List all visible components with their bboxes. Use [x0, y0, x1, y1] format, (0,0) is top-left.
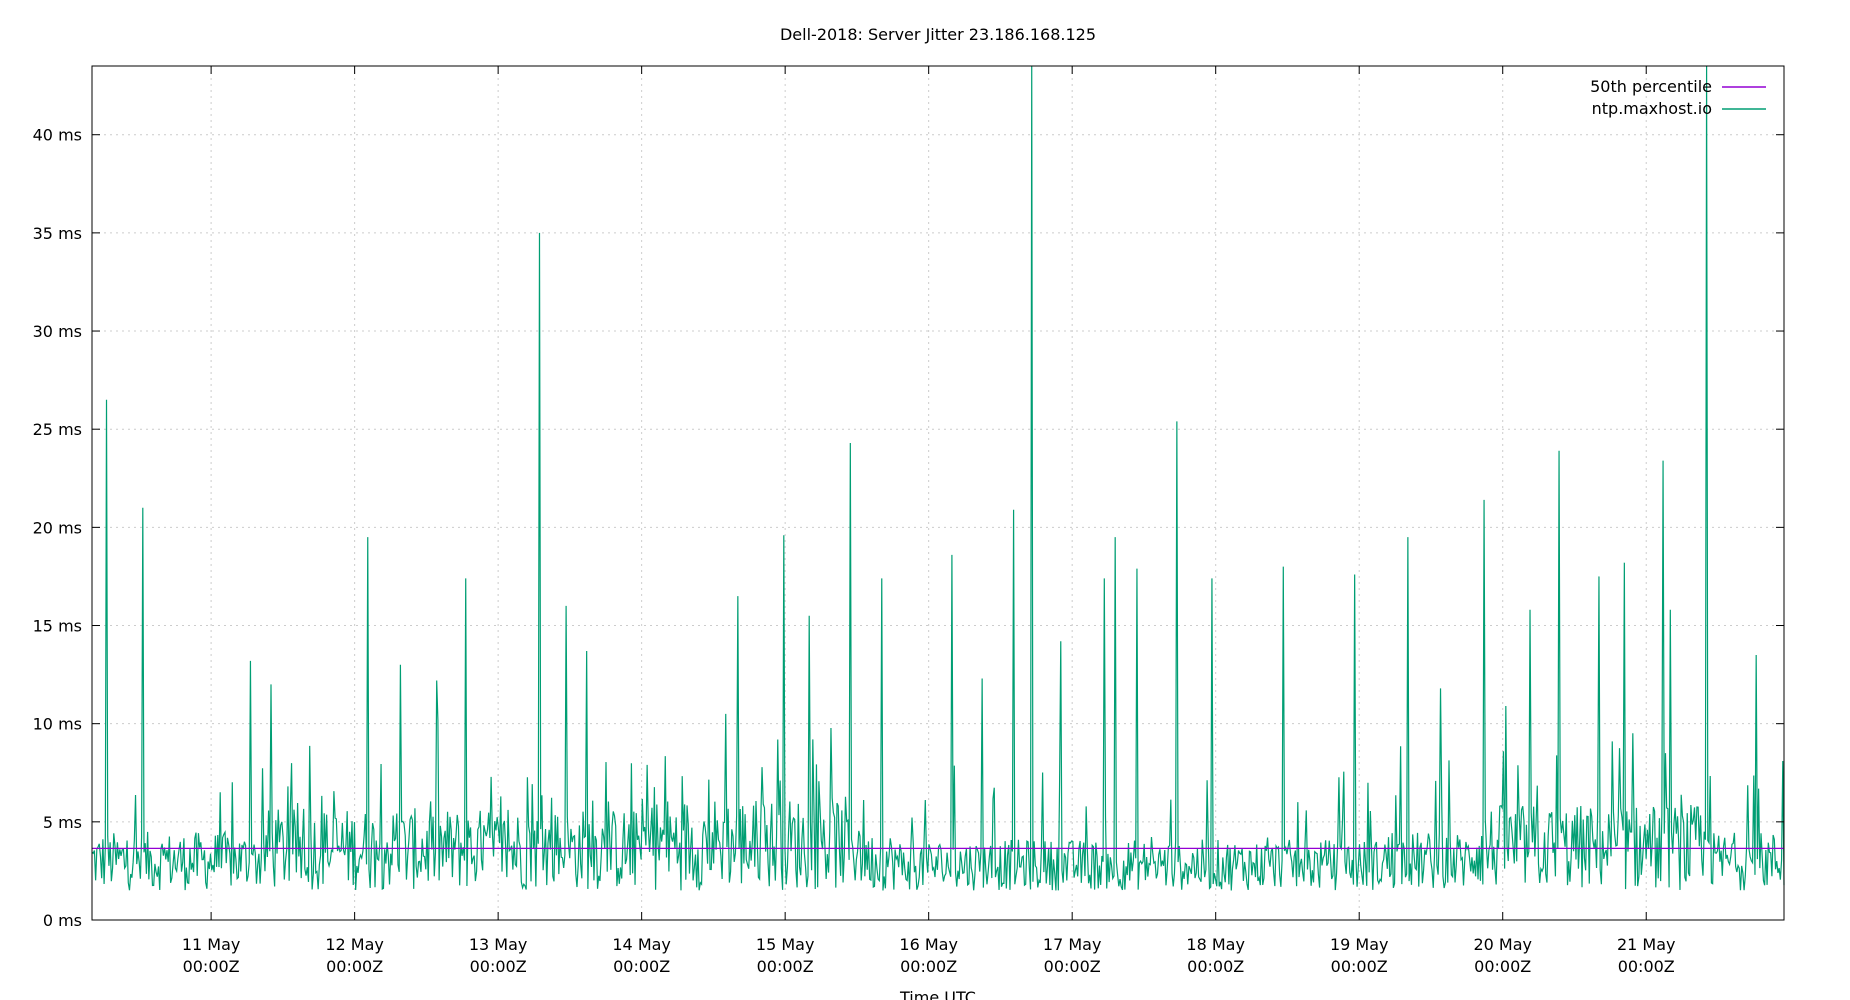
x-tick-label-time: 00:00Z: [183, 957, 240, 976]
x-tick-label-day: 21 May: [1617, 935, 1676, 954]
series-ntp-maxhost-line: [91, 65, 1785, 891]
y-tick-label: 15 ms: [33, 617, 82, 636]
x-tick-label-day: 15 May: [756, 935, 815, 954]
x-tick-label-day: 17 May: [1043, 935, 1102, 954]
x-tick-label-time: 00:00Z: [1331, 957, 1388, 976]
x-tick-label-time: 00:00Z: [1044, 957, 1101, 976]
y-tick-label: 20 ms: [33, 518, 82, 537]
y-tick-label: 10 ms: [33, 715, 82, 734]
y-tick-label: 40 ms: [33, 126, 82, 145]
plot-frame: [91, 65, 1785, 921]
legend: 50th percentile ntp.maxhost.io: [1590, 77, 1766, 118]
x-tick-label-day: 13 May: [469, 935, 528, 954]
x-tick-label-day: 14 May: [612, 935, 671, 954]
axis-ticks: 0 ms 5 ms 10 ms 15 ms 20 ms 25 ms 30 ms 35 ms 40…: [33, 66, 1784, 976]
x-tick-label-time: 00:00Z: [470, 957, 527, 976]
x-tick-label-time: 00:00Z: [757, 957, 814, 976]
x-tick-label-time: 00:00Z: [1474, 957, 1531, 976]
x-tick-label-day: 12 May: [325, 935, 384, 954]
grid-lines: [92, 66, 1784, 920]
x-axis-label: Time UTC: [899, 988, 976, 1000]
x-tick-label-day: 11 May: [182, 935, 241, 954]
y-tick-label: 35 ms: [33, 224, 82, 243]
x-tick-label-time: 00:00Z: [1187, 957, 1244, 976]
x-tick-label-day: 19 May: [1330, 935, 1389, 954]
y-tick-label: 0 ms: [43, 911, 82, 930]
x-tick-label-time: 00:00Z: [326, 957, 383, 976]
x-tick-label-time: 00:00Z: [900, 957, 957, 976]
x-tick-label-day: 20 May: [1473, 935, 1532, 954]
x-tick-label-day: 16 May: [899, 935, 958, 954]
chart-title: Dell-2018: Server Jitter 23.186.168.125: [780, 25, 1096, 44]
y-tick-label: 30 ms: [33, 322, 82, 341]
y-tick-label: 25 ms: [33, 420, 82, 439]
series-lines: [91, 65, 1785, 891]
legend-label-50th-percentile: 50th percentile: [1590, 77, 1712, 96]
legend-label-ntp-maxhost: ntp.maxhost.io: [1592, 99, 1712, 118]
x-tick-label-day: 18 May: [1186, 935, 1245, 954]
x-tick-label-time: 00:00Z: [613, 957, 670, 976]
x-tick-label-time: 00:00Z: [1618, 957, 1675, 976]
y-tick-label: 5 ms: [43, 813, 82, 832]
